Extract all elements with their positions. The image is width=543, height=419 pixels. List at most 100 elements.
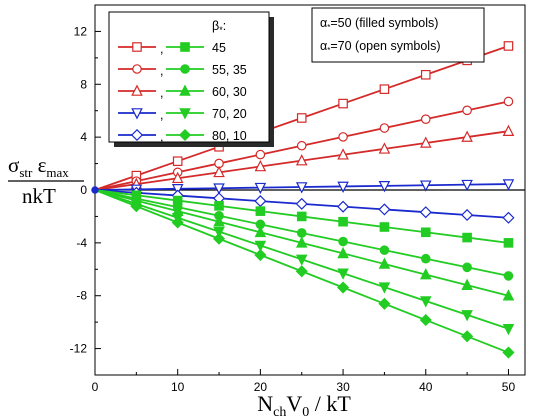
- data-point: [171, 216, 184, 229]
- data-point: [255, 149, 266, 160]
- data-point: [503, 96, 514, 107]
- data-point: [419, 313, 432, 327]
- legend-marker-open: [131, 84, 143, 96]
- legend-separator: ,: [160, 42, 163, 56]
- data-point: [171, 184, 184, 196]
- y-axis-label-denominator: nkT: [22, 184, 56, 208]
- legend-marker-open: [131, 108, 143, 120]
- data-point: [213, 165, 225, 178]
- data-point: [462, 232, 472, 243]
- note-line-2: α*=70 (open symbols): [320, 39, 441, 55]
- x-tick-label: 0: [92, 380, 99, 394]
- legend-marker-filled: [178, 128, 192, 142]
- data-point: [378, 203, 391, 216]
- data-point: [419, 296, 432, 308]
- legend-label: 60, 30: [212, 85, 247, 99]
- data-point: [419, 206, 432, 219]
- y-tick-label: 0: [80, 183, 87, 197]
- series-group: [91, 41, 515, 359]
- x-tick-label: 40: [419, 380, 433, 394]
- legend-label: 45: [212, 41, 226, 55]
- legend-entry: , 60, 30: [118, 84, 247, 100]
- data-point: [254, 240, 267, 253]
- y-axis-label-numerator: σstr εmax: [8, 153, 69, 180]
- note-box: [311, 7, 485, 63]
- data-point: [337, 148, 349, 160]
- legend-entry: , 55, 35: [118, 63, 247, 78]
- x-tick-label: 50: [502, 380, 516, 394]
- data-point: [503, 238, 514, 248]
- legend-entry: , 70, 20: [118, 107, 247, 122]
- data-point: [461, 208, 474, 222]
- data-point: [419, 180, 432, 192]
- legend-label: 55, 35: [212, 63, 247, 77]
- legend-entry: , 80, 10: [118, 128, 247, 144]
- data-point: [296, 211, 307, 222]
- data-point: [420, 69, 431, 80]
- data-point: [378, 297, 391, 310]
- series-5: [94, 186, 515, 224]
- data-point: [502, 179, 515, 191]
- data-point: [338, 236, 348, 247]
- legend-separator: ,: [160, 86, 163, 100]
- data-point: [296, 140, 307, 151]
- data-point: [378, 181, 391, 193]
- data-point: [420, 253, 431, 264]
- x-tick-label: 10: [171, 380, 185, 394]
- x-tick-label: 20: [254, 380, 268, 394]
- alpha-note: α*=50 (filled symbols) α*=70 (open symbo…: [311, 7, 485, 63]
- data-point: [461, 310, 473, 322]
- y-tick-label: -4: [76, 236, 87, 250]
- data-point: [171, 171, 184, 184]
- data-point: [462, 262, 472, 273]
- legend-separator: ,: [160, 130, 163, 144]
- series-6: [94, 189, 514, 248]
- data-point: [338, 132, 348, 142]
- y-tick-label: -12: [70, 342, 88, 356]
- data-point: [254, 195, 267, 208]
- legend-entry: , 45: [118, 41, 226, 56]
- data-point: [461, 278, 473, 290]
- y-tick-label: -8: [76, 289, 87, 303]
- series-3: [94, 124, 515, 191]
- x-tick-label: 30: [336, 380, 350, 394]
- data-point: [214, 201, 224, 211]
- series-9: [94, 189, 515, 336]
- data-point: [254, 159, 267, 172]
- legend: β*: , 45, 55, 35, 60, 30, 70, 20, 80, 10: [108, 11, 274, 147]
- data-point: [296, 228, 307, 238]
- note-line-1: α*=50 (filled symbols): [320, 16, 438, 32]
- legend-entries: , 45, 55, 35, 60, 30, 70, 20, 80, 10: [118, 41, 247, 144]
- legend-marker-open: [132, 42, 142, 52]
- data-point: [379, 123, 390, 133]
- legend-label: 70, 20: [212, 107, 247, 121]
- data-point: [378, 257, 391, 269]
- legend-marker-filled: [179, 108, 191, 120]
- data-point: [213, 226, 225, 239]
- data-point: [461, 130, 473, 142]
- data-point: [419, 268, 432, 280]
- data-point: [296, 113, 307, 123]
- series-4: [94, 179, 515, 196]
- legend-separator: ,: [160, 64, 163, 78]
- data-point: [295, 154, 308, 166]
- data-point: [502, 124, 515, 136]
- data-point: [502, 289, 515, 301]
- data-point: [295, 182, 308, 194]
- axis-ticks: 0 10 20 30 40 50 -12 -8 -4 0 4 8 12: [70, 24, 516, 394]
- data-point: [378, 142, 391, 154]
- data-point: [419, 136, 432, 148]
- y-tick-label: 4: [80, 130, 87, 144]
- data-point: [338, 216, 348, 227]
- legend-box: [108, 11, 270, 143]
- data-point: [337, 281, 350, 294]
- legend-marker-filled: [180, 64, 190, 74]
- legend-marker-filled: [180, 42, 190, 52]
- data-point: [461, 179, 473, 192]
- y-tick-label: 12: [74, 24, 88, 38]
- data-point: [255, 206, 266, 216]
- data-point: [295, 197, 308, 210]
- data-point: [379, 245, 390, 255]
- data-point: [213, 183, 225, 195]
